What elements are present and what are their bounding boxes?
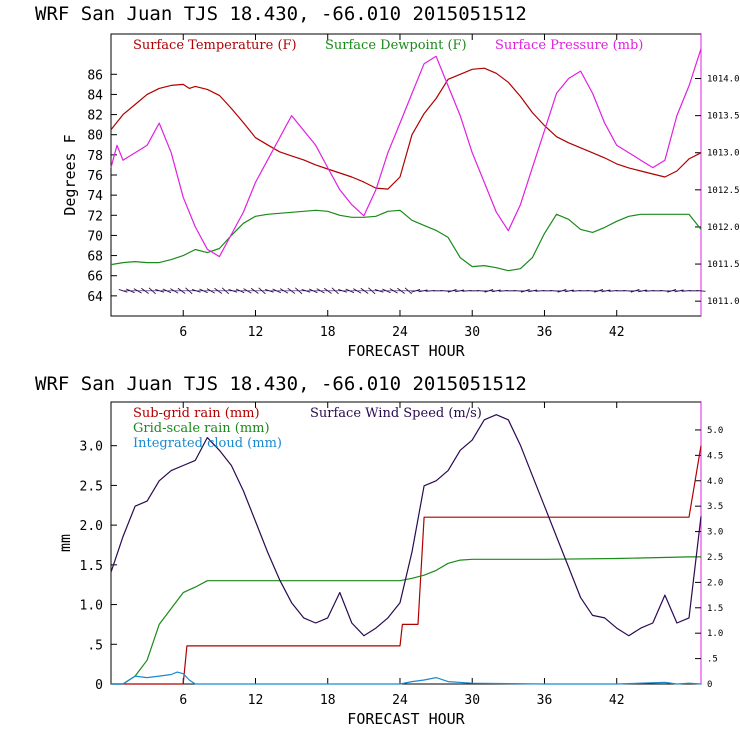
y2-tick-label: 4.0 bbox=[707, 477, 723, 487]
y2-tick-label: 1014.0 bbox=[707, 75, 740, 85]
y-tick-label: 2.0 bbox=[80, 519, 103, 534]
y-axis-label: Degrees F bbox=[61, 134, 79, 215]
chart-title: WRF San Juan TJS 18.430, -66.010 2015051… bbox=[35, 373, 527, 395]
series-line-4 bbox=[110, 414, 702, 637]
series-line-1 bbox=[111, 445, 702, 685]
y2-tick-label: 3.5 bbox=[707, 502, 723, 512]
series-line-2 bbox=[111, 556, 701, 685]
y2-tick-label: 4.5 bbox=[707, 451, 723, 461]
wind-barb-row bbox=[118, 287, 706, 295]
y2-tick-label: 1013.0 bbox=[707, 149, 740, 159]
y-tick-label: 3.0 bbox=[80, 440, 103, 455]
x-tick-label: 36 bbox=[537, 693, 553, 708]
legend-entry: Integrated cloud (mm) bbox=[133, 436, 282, 451]
x-axis-label: FORECAST HOUR bbox=[347, 342, 465, 360]
y2-tick-label: 5.0 bbox=[707, 426, 723, 436]
chart-panel-2: WRF San Juan TJS 18.430, -66.010 2015051… bbox=[35, 373, 723, 728]
y-tick-label: 86 bbox=[87, 68, 103, 83]
x-tick-label: 36 bbox=[537, 325, 553, 340]
plot-frame bbox=[110, 33, 702, 317]
y2-tick-label: 1013.5 bbox=[707, 112, 740, 122]
series-line-2 bbox=[110, 209, 702, 272]
x-tick-label: 30 bbox=[464, 693, 480, 708]
series-line-3 bbox=[111, 671, 702, 685]
x-tick-label: 18 bbox=[320, 325, 336, 340]
y2-tick-label: 1.0 bbox=[707, 629, 723, 639]
legend-entry: Surface Pressure (mb) bbox=[495, 38, 643, 53]
x-tick-label: 6 bbox=[179, 325, 187, 340]
y2-tick-label: 0 bbox=[707, 680, 712, 690]
y-tick-label: .5 bbox=[87, 638, 103, 653]
y-tick-label: 68 bbox=[87, 250, 103, 265]
y-tick-label: 78 bbox=[87, 149, 103, 164]
y2-tick-label: .5 bbox=[707, 655, 718, 665]
y2-tick-label: 3.0 bbox=[707, 528, 723, 538]
legend-entry: Surface Temperature (F) bbox=[133, 38, 297, 53]
y-tick-label: 74 bbox=[87, 189, 103, 204]
y-tick-label: 82 bbox=[87, 109, 103, 124]
y2-tick-label: 1011.0 bbox=[707, 297, 740, 307]
y-tick-label: 1.5 bbox=[80, 559, 103, 574]
x-tick-label: 6 bbox=[179, 693, 187, 708]
x-tick-label: 42 bbox=[609, 693, 625, 708]
y-tick-label: 76 bbox=[87, 169, 103, 184]
chart-title: WRF San Juan TJS 18.430, -66.010 2015051… bbox=[35, 3, 527, 25]
y-tick-label: 1.0 bbox=[80, 599, 103, 614]
y2-tick-label: 2.5 bbox=[707, 553, 723, 563]
y-tick-label: 84 bbox=[87, 88, 103, 103]
y-tick-label: 64 bbox=[87, 290, 103, 305]
y-tick-label: 2.5 bbox=[80, 479, 103, 494]
series-line-1 bbox=[110, 67, 702, 190]
y-tick-label: 70 bbox=[87, 229, 103, 244]
x-tick-label: 12 bbox=[248, 693, 264, 708]
y-tick-label: 80 bbox=[87, 129, 103, 144]
x-tick-label: 42 bbox=[609, 325, 625, 340]
series-line-3 bbox=[110, 48, 702, 258]
y2-tick-label: 1011.5 bbox=[707, 260, 740, 270]
legend-entry: Grid-scale rain (mm) bbox=[133, 421, 270, 436]
legend-entry: Surface Wind Speed (m/s) bbox=[310, 406, 482, 421]
legend-entry: Sub-grid rain (mm) bbox=[133, 406, 260, 421]
chart-panel-1: WRF San Juan TJS 18.430, -66.010 2015051… bbox=[35, 3, 740, 360]
x-axis-label: FORECAST HOUR bbox=[347, 710, 465, 728]
x-tick-label: 18 bbox=[320, 693, 336, 708]
x-tick-label: 30 bbox=[464, 325, 480, 340]
y-tick-label: 0 bbox=[95, 678, 103, 693]
legend-entry: Surface Dewpoint (F) bbox=[325, 38, 467, 53]
x-tick-label: 24 bbox=[392, 325, 408, 340]
x-tick-label: 24 bbox=[392, 693, 408, 708]
y2-tick-label: 1.5 bbox=[707, 604, 723, 614]
y2-tick-label: 1012.5 bbox=[707, 186, 740, 196]
y-tick-label: 66 bbox=[87, 270, 103, 285]
y-tick-label: 72 bbox=[87, 209, 103, 224]
y2-tick-label: 2.0 bbox=[707, 578, 723, 588]
x-tick-label: 12 bbox=[248, 325, 264, 340]
y2-tick-label: 1012.0 bbox=[707, 223, 740, 233]
y-axis-label: mm bbox=[56, 534, 74, 552]
